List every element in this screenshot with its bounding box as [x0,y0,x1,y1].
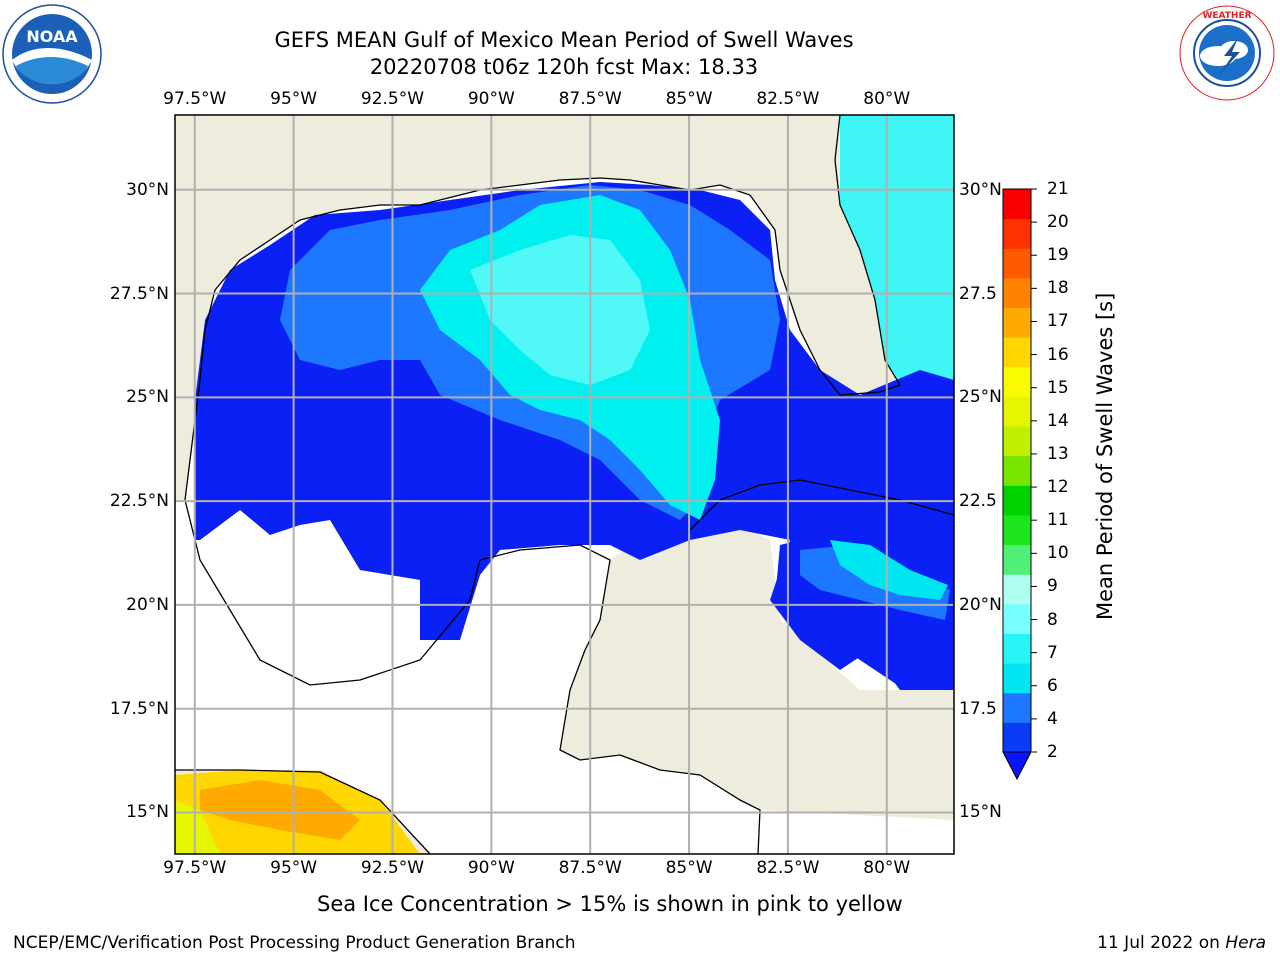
colorbar-tick-label: 2 [1047,742,1058,762]
lat-tick-label-left: 30°N [126,179,169,200]
colorbar-segment [1003,574,1031,605]
colorbar-segment [1003,485,1031,516]
colorbar-tick-label: 8 [1047,609,1058,630]
lon-tick-label: 87.5°W [558,858,622,878]
lat-tick-label-right: 20°N [959,594,1002,615]
colorbar-segment [1003,663,1031,694]
footer-credit: NCEP/EMC/Verification Post Processing Pr… [13,933,576,953]
lat-tick-label-right: 22.5 [959,491,997,512]
colorbar-tick-label: 15 [1047,377,1069,398]
lat-tick-label-right: 30°N [959,179,1002,200]
atlantic-water [840,115,954,390]
chart-subtitle: 20220708 t06z 120h fcst Max: 18.33 [369,55,759,79]
colorbar-tick-label: 16 [1047,344,1069,365]
lon-tick-label: 85°W [665,858,713,878]
swell-band-7s [470,235,650,385]
caribbean-band-6s [830,540,948,600]
colorbar-segment [1003,544,1031,575]
lon-tick-label: 85°W [665,89,713,109]
noaa-text: NOAA [26,27,78,46]
colorbar-segment [1003,189,1031,220]
lon-tick-label: 95°W [270,89,318,109]
sea-ice-note: Sea Ice Concentration > 15% is shown in … [317,892,903,916]
svg-text:WEATHER: WEATHER [1202,11,1251,21]
lat-tick-label-right: 27.5 [959,283,997,304]
lon-tick-label: 80°W [863,89,911,109]
colorbar-extend-arrow [1002,751,1032,780]
footer-host: Hera [1225,933,1266,953]
colorbar-tick-label: 21 [1047,179,1069,199]
lat-tick-label-left: 17.5°N [109,698,169,719]
noaa-logo-icon: NOAA [2,4,102,104]
coastline-pacific [175,769,431,854]
colorbar-tick-label: 7 [1047,642,1058,663]
lon-tick-label: 80°W [863,858,911,878]
noaa-logo: NOAA [2,4,102,104]
colorbar-tick-label: 19 [1047,245,1069,266]
colorbar-tick-label: 17 [1047,311,1069,332]
nws-logo-icon: WEATHER [1179,5,1275,101]
coastline [184,115,901,501]
colorbar-segment [1003,426,1031,457]
colorbar-segment [1003,366,1031,397]
lon-tick-label: 92.5°W [360,858,425,878]
coastline-cuba [689,479,954,531]
colorbar-segment [1003,455,1031,486]
chart-title: GEFS MEAN Gulf of Mexico Mean Period of … [274,28,854,52]
colorbar [1002,188,1037,780]
lat-tick-label-left: 25°N [126,387,169,408]
lon-tick-label: 90°W [467,858,515,878]
nws-logo: WEATHER [1178,4,1276,102]
lat-tick-label-left: 20°N [126,594,169,615]
lon-tick-label: 92.5°W [360,89,425,109]
lon-tick-label: 82.5°W [756,89,820,109]
lat-tick-label-left: 15°N [126,802,169,823]
gridlines [175,115,954,854]
lon-tick-label: 97.5°W [163,89,227,109]
pacific-low-swell [175,800,220,854]
lat-tick-label-right: 15°N [959,802,1002,823]
colorbar-tick-label: 14 [1047,410,1069,431]
lon-tick-label: 97.5°W [163,858,227,878]
colorbar-tick-label: 12 [1047,477,1069,498]
colorbar-tick-label: 9 [1047,576,1058,597]
map-frame [174,114,955,855]
lon-tick-label: 87.5°W [558,89,622,109]
colorbar-segment [1003,514,1031,546]
lon-tick-label: 82.5°W [756,858,820,878]
colorbar-segment [1003,218,1031,249]
lat-tick-label-right: 17.5 [959,698,997,719]
colorbar-segment [1003,396,1031,427]
colorbar-tick-label: 11 [1047,510,1069,531]
colorbar-tick-label: 10 [1047,543,1069,564]
lat-tick-label-right: 25°N [959,387,1002,408]
colorbar-segment [1003,307,1031,338]
colorbar-segment [1003,722,1031,753]
lon-tick-label: 90°W [467,89,515,109]
colorbar-segment [1003,277,1031,309]
pacific-high-swell-core [200,780,360,840]
footer-date-text: 11 Jul 2022 on [1097,933,1226,953]
colorbar-frame [1002,188,1032,753]
footer-date: 11 Jul 2022 on Hera [1097,933,1266,953]
colorbar-tick-label: 6 [1047,675,1058,696]
colorbar-segment [1003,337,1031,368]
colorbar-segment [1003,633,1031,664]
lat-tick-label-left: 27.5°N [109,283,169,304]
colorbar-segment [1003,248,1031,279]
colorbar-tick-label: 18 [1047,278,1069,299]
colorbar-tick-label: 4 [1047,708,1058,729]
colorbar-segment [1003,692,1031,723]
lat-tick-label-left: 22.5°N [109,491,169,512]
colorbar-tick-label: 20 [1047,212,1069,233]
colorbar-segment [1003,603,1031,634]
colorbar-tick-label: 13 [1047,443,1069,464]
lon-tick-label: 95°W [270,858,318,878]
colorbar-label: Mean Period of Swell Waves [s] [1093,292,1117,620]
